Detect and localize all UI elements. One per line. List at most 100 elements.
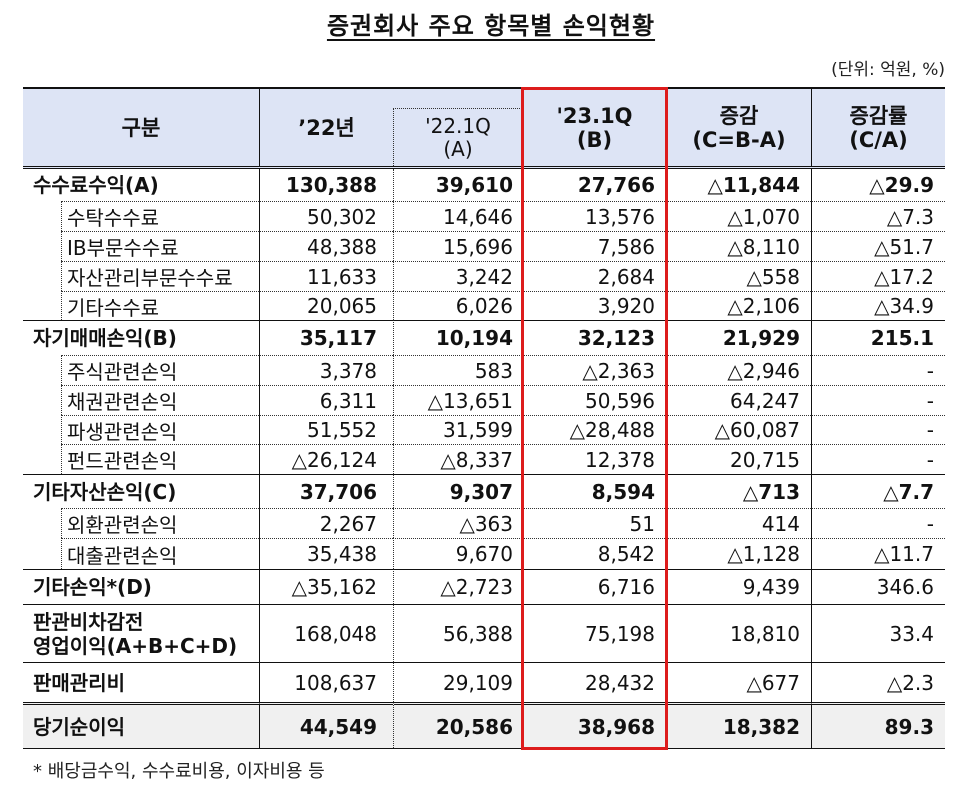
table-row: 자기매매손익(B) 35,117 10,194 32,123 21,929 21… xyxy=(23,320,945,355)
value-22-1q: 39,610 xyxy=(393,169,522,201)
value-2022: 2,267 xyxy=(259,508,393,538)
header-category: 구분 xyxy=(23,89,259,166)
value-23-1q: 28,432 xyxy=(522,662,667,702)
row-label: 펀드관련손익 xyxy=(67,449,178,473)
value-2022: 11,633 xyxy=(259,261,393,291)
value-22-1q: △2,723 xyxy=(393,569,522,604)
row-label: 주식관련손익 xyxy=(67,360,178,384)
value-change: △677 xyxy=(667,662,811,702)
value-23-1q: 32,123 xyxy=(522,320,667,355)
value-23-1q: 8,594 xyxy=(522,474,667,508)
row-label: 외환관련손익 xyxy=(67,513,178,537)
table-row: 기타자산손익(C) 37,706 9,307 8,594 △713 △7.7 xyxy=(23,474,945,508)
value-2022: 44,549 xyxy=(259,702,393,748)
value-change-rate: - xyxy=(811,385,945,415)
table-row: 기타손익*(D) △35,162 △2,723 6,716 9,439 346.… xyxy=(23,569,945,604)
value-change: 9,439 xyxy=(667,569,811,604)
value-22-1q: 29,109 xyxy=(393,662,522,702)
value-23-1q: 8,542 xyxy=(522,538,667,569)
value-change: 21,929 xyxy=(667,320,811,355)
value-change-rate: △11.7 xyxy=(811,538,945,569)
header-22-1q: '22.1Q (A) xyxy=(393,89,522,166)
footnote: * 배당금수익, 수수료비용, 이자비용 등 xyxy=(33,761,325,782)
value-22-1q: 14,646 xyxy=(393,201,522,231)
value-change: △558 xyxy=(667,261,811,291)
value-23-1q: 27,766 xyxy=(577,173,655,197)
value-change-rate: △17.2 xyxy=(811,261,945,291)
value-22-1q: 3,242 xyxy=(393,261,522,291)
value-22-1q: 9,307 xyxy=(393,474,522,508)
row-label: IB부문수수료 xyxy=(67,236,179,260)
value-change: 414 xyxy=(667,508,811,538)
row-label: 판매관리비 xyxy=(33,670,125,695)
value-change-rate: 346.6 xyxy=(811,569,945,604)
value-change-rate: △7.7 xyxy=(811,474,945,508)
row-label: 기타자산손익(C) xyxy=(33,479,177,504)
value-change-rate: △34.9 xyxy=(811,291,945,320)
row-label: 기타손익*(D) xyxy=(33,575,152,599)
value-change: △8,110 xyxy=(667,231,811,261)
table-row: 대출관련손익 35,438 9,670 8,542 △1,128 △11.7 xyxy=(23,538,945,569)
value-2022: △26,124 xyxy=(259,444,393,474)
header-2022: ’22년 xyxy=(259,89,393,166)
value-22-1q: 6,026 xyxy=(393,291,522,320)
row-label-line1: 판관비차감전 xyxy=(33,609,144,634)
header-change-rate-label: 증감률 xyxy=(849,103,908,128)
value-23-1q: 75,198 xyxy=(522,604,667,662)
value-2022: 168,048 xyxy=(259,604,393,662)
value-change: △713 xyxy=(667,474,811,508)
table-row: 자산관리부문수수료 11,633 3,242 2,684 △558 △17.2 xyxy=(23,261,945,291)
value-23-1q: 6,716 xyxy=(522,569,667,604)
value-23-1q: 38,968 xyxy=(522,702,667,748)
value-2022: 3,378 xyxy=(259,355,393,385)
header-23-1q-sub: (B) xyxy=(576,127,613,152)
header-2022-label: ’22년 xyxy=(298,115,355,140)
value-23-1q: 2,684 xyxy=(522,261,667,291)
table-row: 주식관련손익 3,378 583 △2,363 △2,946 - xyxy=(23,355,945,385)
row-label: 수탁수수료 xyxy=(67,206,159,230)
value-change: △2,946 xyxy=(667,355,811,385)
table-row-total: 당기순이익 44,549 20,586 38,968 18,382 89.3 xyxy=(23,702,945,748)
value-change: △1,070 xyxy=(667,201,811,231)
row-label: 자산관리부문수수료 xyxy=(67,266,233,290)
value-change: △2,106 xyxy=(667,291,811,320)
value-change: △1,128 xyxy=(667,538,811,569)
table-row: 펀드관련손익 △26,124 △8,337 12,378 20,715 - xyxy=(23,444,945,474)
page-title: 증권회사 주요 항목별 손익현황 xyxy=(0,6,963,41)
row-label: 판관비차감전 영업이익(A+B+C+D) xyxy=(23,610,237,658)
value-2022: 108,637 xyxy=(259,662,393,702)
value-23-1q: △2,363 xyxy=(522,355,667,385)
header-22-1q-label: '22.1Q xyxy=(425,113,491,138)
value-change-rate: 33.4 xyxy=(811,604,945,662)
value-23-1q: 13,576 xyxy=(522,201,667,231)
value-22-1q: 583 xyxy=(393,355,522,385)
table-row: 채권관련손익 6,311 △13,651 50,596 64,247 - xyxy=(23,385,945,415)
value-2022: 37,706 xyxy=(259,474,393,508)
header-change-sub: (C=B-A) xyxy=(692,127,786,152)
value-22-1q: 15,696 xyxy=(393,231,522,261)
value-change: △11,844 xyxy=(707,173,800,197)
value-22-1q: △13,651 xyxy=(393,385,522,415)
value-22-1q: 10,194 xyxy=(393,320,522,355)
value-change-rate: - xyxy=(811,508,945,538)
header-change-rate-sub: (C/A) xyxy=(849,127,908,152)
value-change-rate: △2.3 xyxy=(811,662,945,702)
header-22-1q-sub: (A) xyxy=(443,136,473,161)
table-header: 구분 ’22년 '22.1Q (A) '23.1Q (B) 증감 (C=B-A) 증감… xyxy=(23,89,945,169)
value-change-rate: 89.3 xyxy=(811,702,945,748)
title-text: 증권회사 주요 항목별 손익현황 xyxy=(326,12,656,40)
header-23-1q: '23.1Q (B) xyxy=(522,89,667,166)
value-23-1q: △28,488 xyxy=(522,415,667,444)
value-22-1q: 20,586 xyxy=(393,702,522,748)
row-label: 파생관련손익 xyxy=(67,419,178,444)
table-row: 수수료수익(A) 130,388 39,610 27,766 △11,844 △… xyxy=(23,169,945,201)
header-change-rate: 증감률 (C/A) xyxy=(811,89,945,166)
value-22-1q: △363 xyxy=(393,508,522,538)
value-2022: 50,302 xyxy=(259,201,393,231)
value-change: 18,382 xyxy=(667,702,811,748)
table-row: 수탁수수료 50,302 14,646 13,576 △1,070 △7.3 xyxy=(23,201,945,231)
header-23-1q-label: '23.1Q xyxy=(556,103,633,128)
value-2022: 20,065 xyxy=(259,291,393,320)
table-row: 파생관련손익 51,552 31,599 △28,488 △60,087 - xyxy=(23,415,945,444)
header-category-label: 구분 xyxy=(121,115,161,140)
